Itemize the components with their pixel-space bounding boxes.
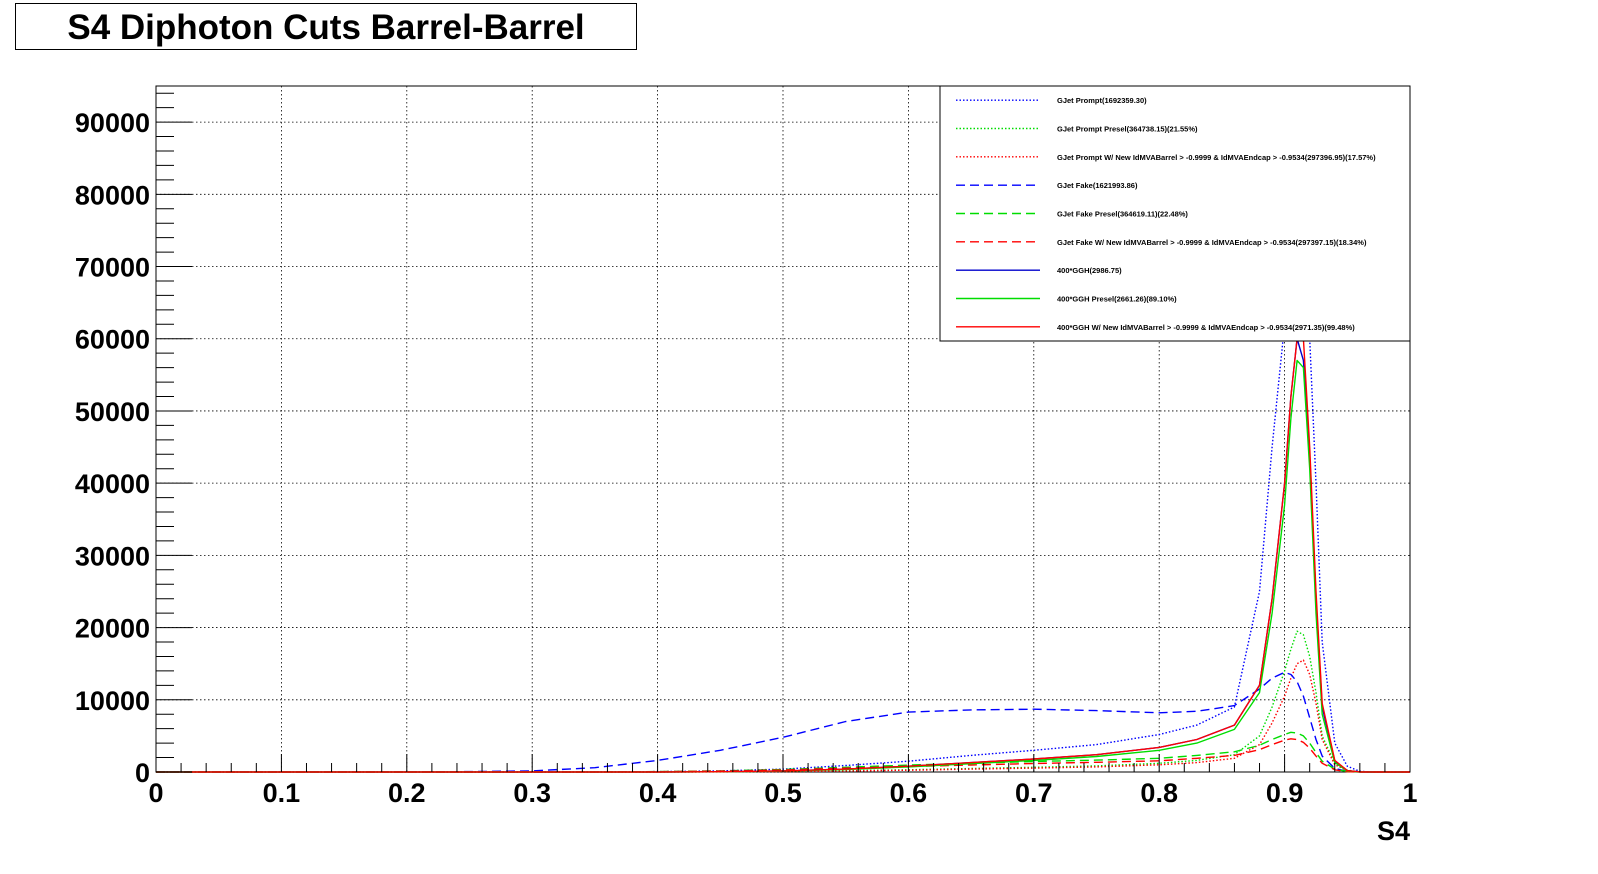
series-line (156, 671, 1410, 773)
y-tick-label: 70000 (75, 253, 150, 283)
x-tick-label: 0.3 (513, 778, 551, 808)
series-layer (156, 251, 1410, 773)
legend-entry: 400*GGH(2986.75) (1057, 266, 1122, 275)
y-tick-label: 50000 (75, 397, 150, 427)
x-axis-label: S4 (1377, 816, 1410, 846)
title-box: S4 Diphoton Cuts Barrel-Barrel (15, 3, 637, 50)
series-line (156, 731, 1410, 773)
x-tick-label: 0.8 (1140, 778, 1178, 808)
legend-entry: GJet Fake Presel(364619.11)(22.48%) (1057, 210, 1188, 219)
x-tick-label: 0.6 (890, 778, 928, 808)
legend-entry: GJet Prompt W/ New IdMVABarrel > -0.9999… (1057, 153, 1376, 162)
series-line (156, 630, 1410, 773)
y-tick-label: 20000 (75, 614, 150, 644)
series-line (156, 338, 1410, 773)
legend: GJet Prompt(1692359.30) GJet Prompt Prese… (939, 85, 1411, 342)
y-tick-label: 10000 (75, 686, 150, 716)
x-tick-label: 0.2 (388, 778, 426, 808)
x-tick-label: 0.4 (639, 778, 677, 808)
x-tick-label: 0.5 (764, 778, 802, 808)
legend-entry: GJet Prompt(1692359.30) (1057, 96, 1147, 105)
y-tick-label: 60000 (75, 325, 150, 355)
x-tick-label: 1 (1402, 778, 1417, 808)
y-tick-label: 0 (135, 758, 150, 788)
y-tick-label: 80000 (75, 180, 150, 210)
legend-entry: 400*GGH Presel(2661.26)(89.10%) (1057, 295, 1177, 304)
x-tick-label: 0.7 (1015, 778, 1053, 808)
x-tick-label: 0.9 (1266, 778, 1304, 808)
legend-entry: 400*GGH W/ New IdMVABarrel > -0.9999 & I… (1057, 323, 1355, 332)
y-tick-label: 90000 (75, 108, 150, 138)
legend-entry: GJet Fake W/ New IdMVABarrel > -0.9999 &… (1057, 238, 1367, 247)
chart-title: S4 Diphoton Cuts Barrel-Barrel (67, 8, 585, 47)
y-tick-label: 30000 (75, 541, 150, 571)
legend-entry: GJet Fake(1621993.86) (1057, 181, 1138, 190)
x-tick-label: 0.1 (263, 778, 301, 808)
legend-entry: GJet Prompt Presel(364738.15)(21.55%) (1057, 125, 1198, 134)
y-tick-label: 40000 (75, 469, 150, 499)
series-line (156, 251, 1410, 773)
axes: 0 0.1 0.2 0.3 0.4 0.5 0.6 0.7 0.8 0.9 1 0 10000 20000… (75, 92, 1418, 808)
x-tick-label: 0 (148, 778, 163, 808)
